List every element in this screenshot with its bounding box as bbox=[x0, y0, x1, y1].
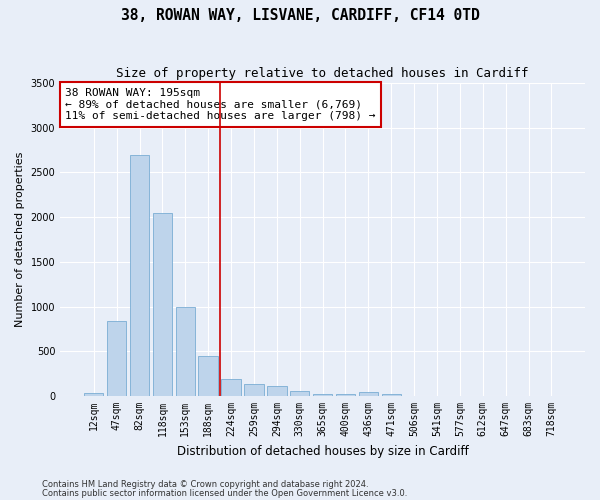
Bar bbox=[152, 212, 172, 396]
Bar bbox=[199, 356, 218, 396]
Bar bbox=[382, 394, 401, 396]
Bar bbox=[221, 378, 241, 396]
Text: Contains public sector information licensed under the Open Government Licence v3: Contains public sector information licen… bbox=[42, 488, 407, 498]
Bar bbox=[130, 154, 149, 396]
Bar bbox=[290, 391, 310, 396]
Bar bbox=[359, 392, 378, 396]
Text: 38, ROWAN WAY, LISVANE, CARDIFF, CF14 0TD: 38, ROWAN WAY, LISVANE, CARDIFF, CF14 0T… bbox=[121, 8, 479, 22]
Text: Contains HM Land Registry data © Crown copyright and database right 2024.: Contains HM Land Registry data © Crown c… bbox=[42, 480, 368, 489]
Bar bbox=[84, 394, 103, 396]
Bar bbox=[107, 321, 127, 396]
Bar bbox=[313, 394, 332, 396]
Bar bbox=[244, 384, 263, 396]
X-axis label: Distribution of detached houses by size in Cardiff: Distribution of detached houses by size … bbox=[177, 444, 469, 458]
Bar bbox=[267, 386, 287, 396]
Text: 38 ROWAN WAY: 195sqm
← 89% of detached houses are smaller (6,769)
11% of semi-de: 38 ROWAN WAY: 195sqm ← 89% of detached h… bbox=[65, 88, 376, 121]
Bar bbox=[176, 306, 195, 396]
Bar bbox=[336, 394, 355, 396]
Y-axis label: Number of detached properties: Number of detached properties bbox=[15, 152, 25, 327]
Title: Size of property relative to detached houses in Cardiff: Size of property relative to detached ho… bbox=[116, 68, 529, 80]
